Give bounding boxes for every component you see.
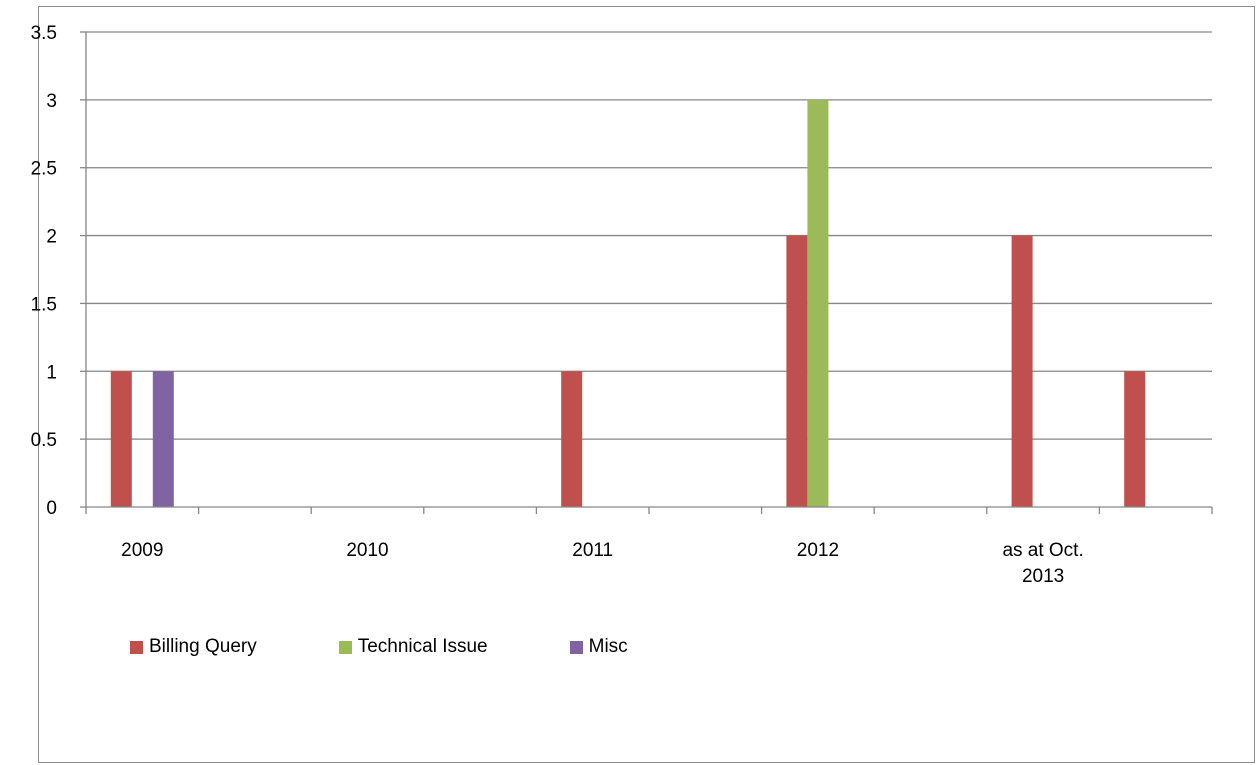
bar-billing-query-9 bbox=[1124, 371, 1146, 507]
x-tick-label-6-0: 2012 bbox=[797, 540, 839, 561]
legend-label-misc: Misc bbox=[588, 636, 628, 657]
legend: Billing Query Technical Issue Misc bbox=[130, 636, 710, 658]
x-tick-label-0-0: 2009 bbox=[121, 540, 163, 561]
chart-frame bbox=[38, 6, 1255, 763]
bar-billing-query-0 bbox=[110, 371, 132, 507]
x-tick-label-4-0: 2011 bbox=[572, 540, 613, 561]
y-tick-label-0: 0 bbox=[46, 498, 57, 519]
x-tick-label-2-0: 2010 bbox=[346, 540, 388, 561]
y-tick-label-2: 1 bbox=[46, 362, 57, 383]
bars bbox=[110, 99, 1146, 508]
legend-item-billing-query: Billing Query bbox=[130, 636, 257, 658]
legend-item-misc: Misc bbox=[569, 636, 628, 658]
y-tick-label-4: 2 bbox=[46, 227, 57, 248]
axes bbox=[80, 31, 1213, 514]
x-tick-labels: 2009 2010 2011 2012 as at Oct. 2013 bbox=[121, 540, 1084, 587]
bar-billing-query-8 bbox=[1011, 235, 1033, 508]
y-tick-label-5: 2.5 bbox=[31, 159, 57, 180]
bar-billing-query-4 bbox=[561, 371, 583, 507]
bar-misc-0 bbox=[152, 371, 174, 507]
bar-billing-query-6 bbox=[786, 235, 808, 508]
y-tick-label-6: 3 bbox=[46, 91, 57, 112]
legend-label-technical-issue: Technical Issue bbox=[357, 636, 488, 657]
y-tick-labels: 0 0.5 1 1.5 2 2.5 3 3.5 bbox=[31, 23, 57, 519]
legend-swatch-misc bbox=[569, 640, 583, 654]
y-tick-label-3: 1.5 bbox=[31, 294, 57, 315]
bar-technical-issue-6 bbox=[807, 99, 829, 507]
legend-label-billing-query: Billing Query bbox=[149, 636, 257, 657]
legend-swatch-technical-issue bbox=[338, 640, 352, 654]
legend-item-technical-issue: Technical Issue bbox=[338, 636, 488, 658]
y-tick-label-1: 0.5 bbox=[31, 430, 57, 451]
y-tick-label-7: 3.5 bbox=[31, 23, 57, 44]
x-tick-label-8-1: 2013 bbox=[1022, 566, 1064, 587]
legend-swatch-billing-query bbox=[130, 640, 143, 654]
gridlines bbox=[86, 31, 1212, 440]
x-tick-label-8-0: as at Oct. bbox=[1002, 540, 1083, 561]
